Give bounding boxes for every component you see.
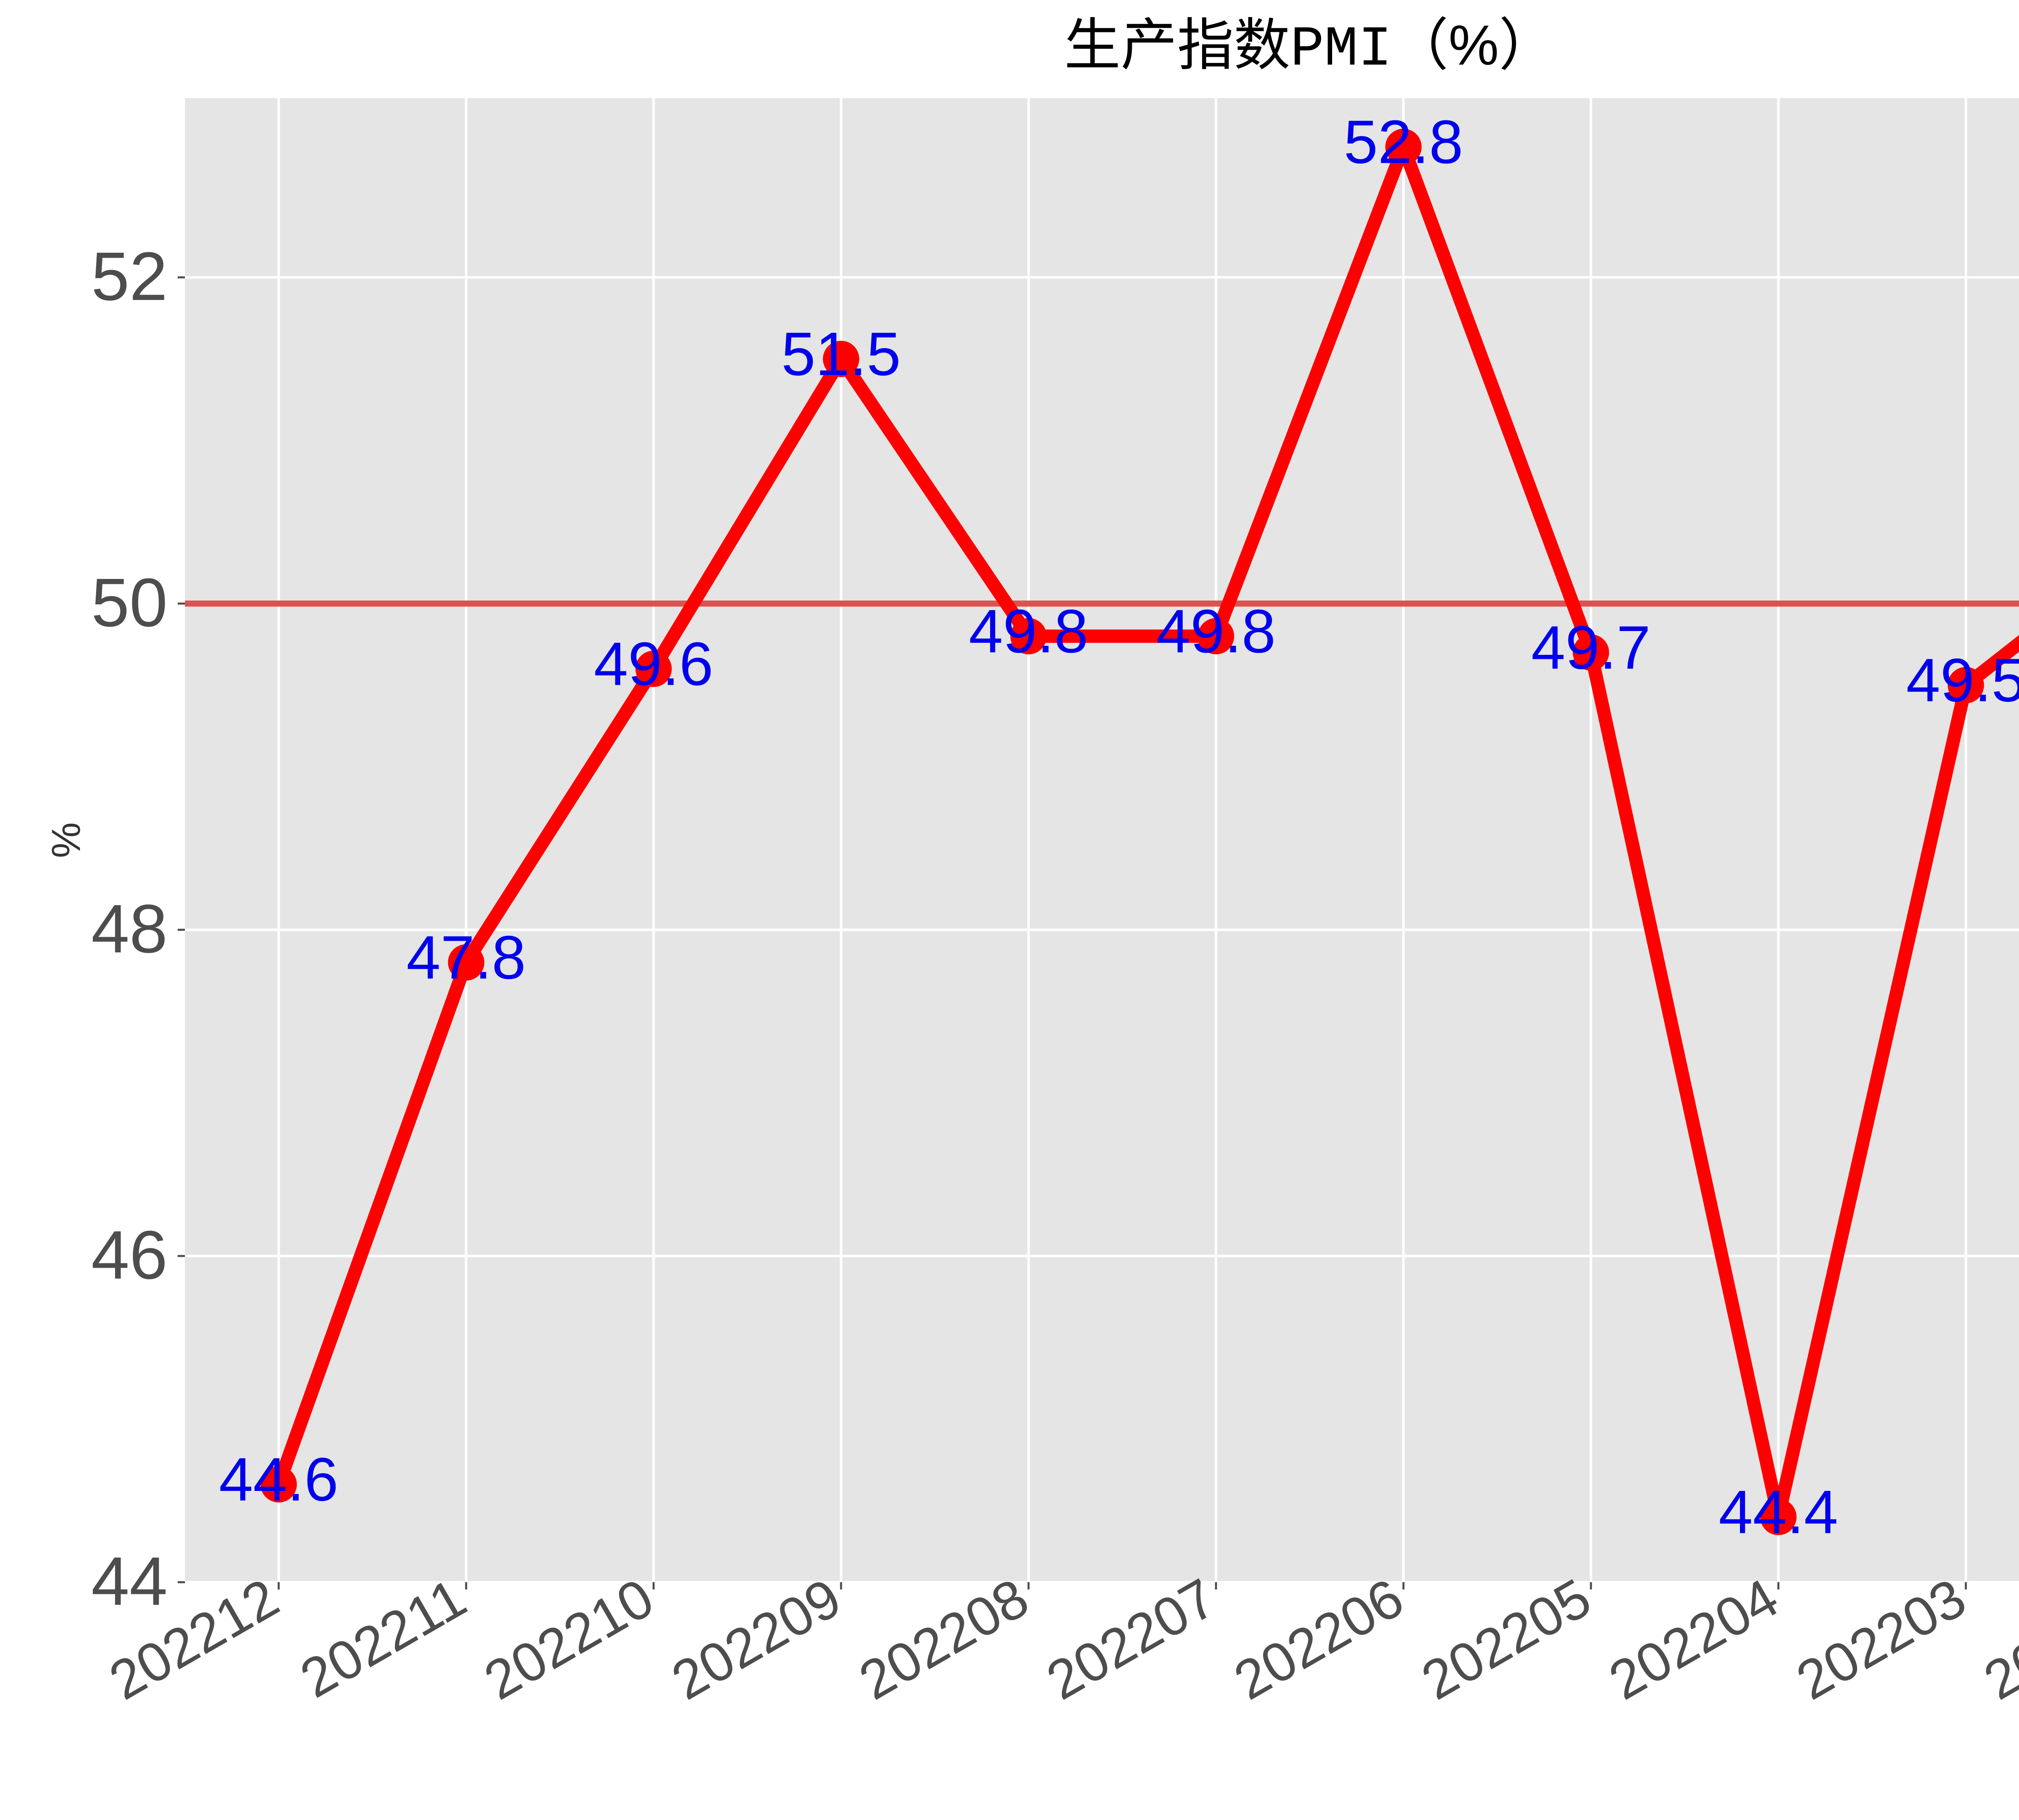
svg-text:49.8: 49.8 — [969, 597, 1088, 666]
svg-text:生产指数PMI（%）: 生产指数PMI（%） — [1064, 13, 1555, 82]
svg-text:49.7: 49.7 — [1531, 613, 1651, 682]
svg-text:44.4: 44.4 — [1719, 1478, 1838, 1546]
svg-text:51.5: 51.5 — [781, 320, 901, 388]
svg-text:%: % — [44, 822, 89, 858]
svg-text:44.6: 44.6 — [219, 1445, 338, 1514]
svg-text:44: 44 — [91, 1543, 168, 1620]
svg-text:50: 50 — [91, 564, 168, 641]
svg-text:47.8: 47.8 — [406, 923, 526, 992]
svg-text:52: 52 — [91, 238, 168, 315]
svg-text:46: 46 — [91, 1217, 168, 1294]
svg-text:48: 48 — [91, 891, 168, 967]
svg-text:49.8: 49.8 — [1156, 597, 1276, 666]
svg-text:52.8: 52.8 — [1344, 108, 1463, 176]
svg-text:49.5: 49.5 — [1906, 646, 2019, 715]
svg-text:49.6: 49.6 — [594, 630, 714, 698]
